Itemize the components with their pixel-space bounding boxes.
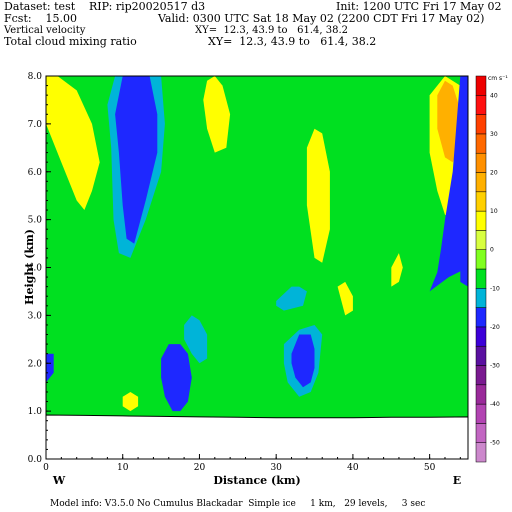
colorbar-tick-label-6: 10 xyxy=(490,208,498,215)
init-time: Init: 1200 UTC Fri 17 May 02 xyxy=(336,0,502,13)
colorbar-swatch-0 xyxy=(475,442,487,463)
colorbar-swatch-1 xyxy=(475,423,487,443)
contour-region-4 xyxy=(306,128,330,263)
model-info: Model info: V3.5.0 No Cumulus Blackadar … xyxy=(50,499,426,509)
colorbar: -50 -40 -30 -20 -10 0 10 20 30 40 xyxy=(475,75,500,463)
colorbar-tick-label-9: 40 xyxy=(490,92,498,99)
colorbar-swatch-7 xyxy=(475,307,487,328)
field2-xy: XY= 12.3, 43.9 to 61.4, 38.2 xyxy=(208,35,377,48)
dataset-label: Dataset: test xyxy=(4,0,76,13)
colorbar-swatch-10 xyxy=(475,249,487,270)
colorbar-swatch-13 xyxy=(475,191,487,212)
background-field xyxy=(46,76,468,459)
colorbar-swatch-9 xyxy=(475,268,487,289)
colorbar-tick-label-2: -30 xyxy=(490,363,500,370)
colorbar-tick-label-4: -10 xyxy=(490,285,500,292)
colorbar-swatch-11 xyxy=(475,230,487,250)
colorbar-swatch-6 xyxy=(475,326,487,347)
contour-region-18 xyxy=(460,257,468,287)
contour-region-11 xyxy=(276,286,307,311)
colorbar-swatch-8 xyxy=(475,288,487,308)
x-tick-label-4: 40 xyxy=(347,463,359,473)
x-tick-label-2: 20 xyxy=(194,463,206,473)
forecast-hour: Fcst: 15.00 xyxy=(4,12,78,25)
field2-name: Total cloud mixing ratio xyxy=(4,35,137,48)
terrain-fill xyxy=(46,414,468,459)
colorbar-swatch-16 xyxy=(475,133,487,154)
colorbar-tick-label-8: 30 xyxy=(490,131,498,138)
terrain-group xyxy=(46,414,468,459)
colorbar-swatch-3 xyxy=(475,384,487,405)
colorbar-tick-label-3: -20 xyxy=(490,324,500,331)
colorbar-swatch-5 xyxy=(475,345,487,366)
colorbar-unit: cm s⁻¹ xyxy=(488,75,508,82)
y-tick-label-1: 1.0 xyxy=(28,407,43,417)
contour-region-10 xyxy=(115,76,158,244)
y-tick-label-5: 5.0 xyxy=(28,216,43,226)
colorbar-swatch-4 xyxy=(475,365,487,386)
y-tick-label-4: 4.0 xyxy=(28,264,43,274)
contour-region-5 xyxy=(203,76,231,153)
colorbar-swatch-17 xyxy=(475,114,487,135)
axes-group: 0 10 20 30 40 50 0.0 1.0 2.0 3.0 4.0 5.0 6.0 7.0 8.0 xyxy=(28,72,461,473)
x-tick-label-5: 50 xyxy=(424,463,436,473)
colorbar-tick-label-7: 20 xyxy=(490,170,498,177)
y-tick-label-3: 3.0 xyxy=(28,311,43,321)
valid-time: Valid: 0300 UTC Sat 18 May 02 (2200 CDT … xyxy=(158,12,485,25)
x-tick-label-3: 30 xyxy=(270,463,282,473)
x-tick-label-1: 10 xyxy=(117,463,129,473)
y-tick-label-6: 6.0 xyxy=(28,168,43,178)
colorbar-swatch-19 xyxy=(475,75,487,96)
colorbar-swatch-2 xyxy=(475,403,487,424)
y-tick-label-8: 8.0 xyxy=(28,72,43,82)
colorbar-swatch-18 xyxy=(475,95,487,115)
contour-region-17 xyxy=(46,353,54,383)
field1-xy: XY= 12.3, 43.9 to 61.4, 38.2 xyxy=(195,25,348,36)
colorbar-tick-label-0: -50 xyxy=(490,440,500,447)
contour-region-8 xyxy=(122,392,139,412)
colorbar-swatch-12 xyxy=(475,210,487,231)
x-axis-title: Distance (km) xyxy=(213,474,300,487)
colorbar-swatch-15 xyxy=(475,152,487,173)
plot-area xyxy=(46,76,468,459)
y-tick-label-2: 2.0 xyxy=(28,359,43,369)
y-axis-title: Height (km) xyxy=(23,229,36,305)
contour-region-16 xyxy=(429,76,468,292)
contour-region-1 xyxy=(46,76,100,210)
x-endpoint-left: W xyxy=(52,474,66,487)
contour-region-15 xyxy=(184,315,208,364)
colorbar-swatch-14 xyxy=(475,172,487,193)
contour-region-14 xyxy=(161,344,192,412)
contour-fill-group xyxy=(46,76,468,412)
y-tick-label-7: 7.0 xyxy=(28,120,43,130)
field1-name: Vertical velocity xyxy=(4,25,86,36)
colorbar-tick-label-5: 0 xyxy=(490,247,494,254)
contour-region-13 xyxy=(291,334,315,388)
colorbar-tick-label-1: -40 xyxy=(490,401,500,408)
x-tick-label-0: 0 xyxy=(43,463,49,473)
contour-region-6 xyxy=(337,281,353,316)
x-endpoint-right: E xyxy=(453,474,461,487)
rip-label: RIP: rip20020517 d3 xyxy=(89,0,206,13)
y-tick-label-0: 0.0 xyxy=(28,455,43,465)
contour-region-3 xyxy=(437,80,461,163)
contour-region-7 xyxy=(391,253,403,287)
